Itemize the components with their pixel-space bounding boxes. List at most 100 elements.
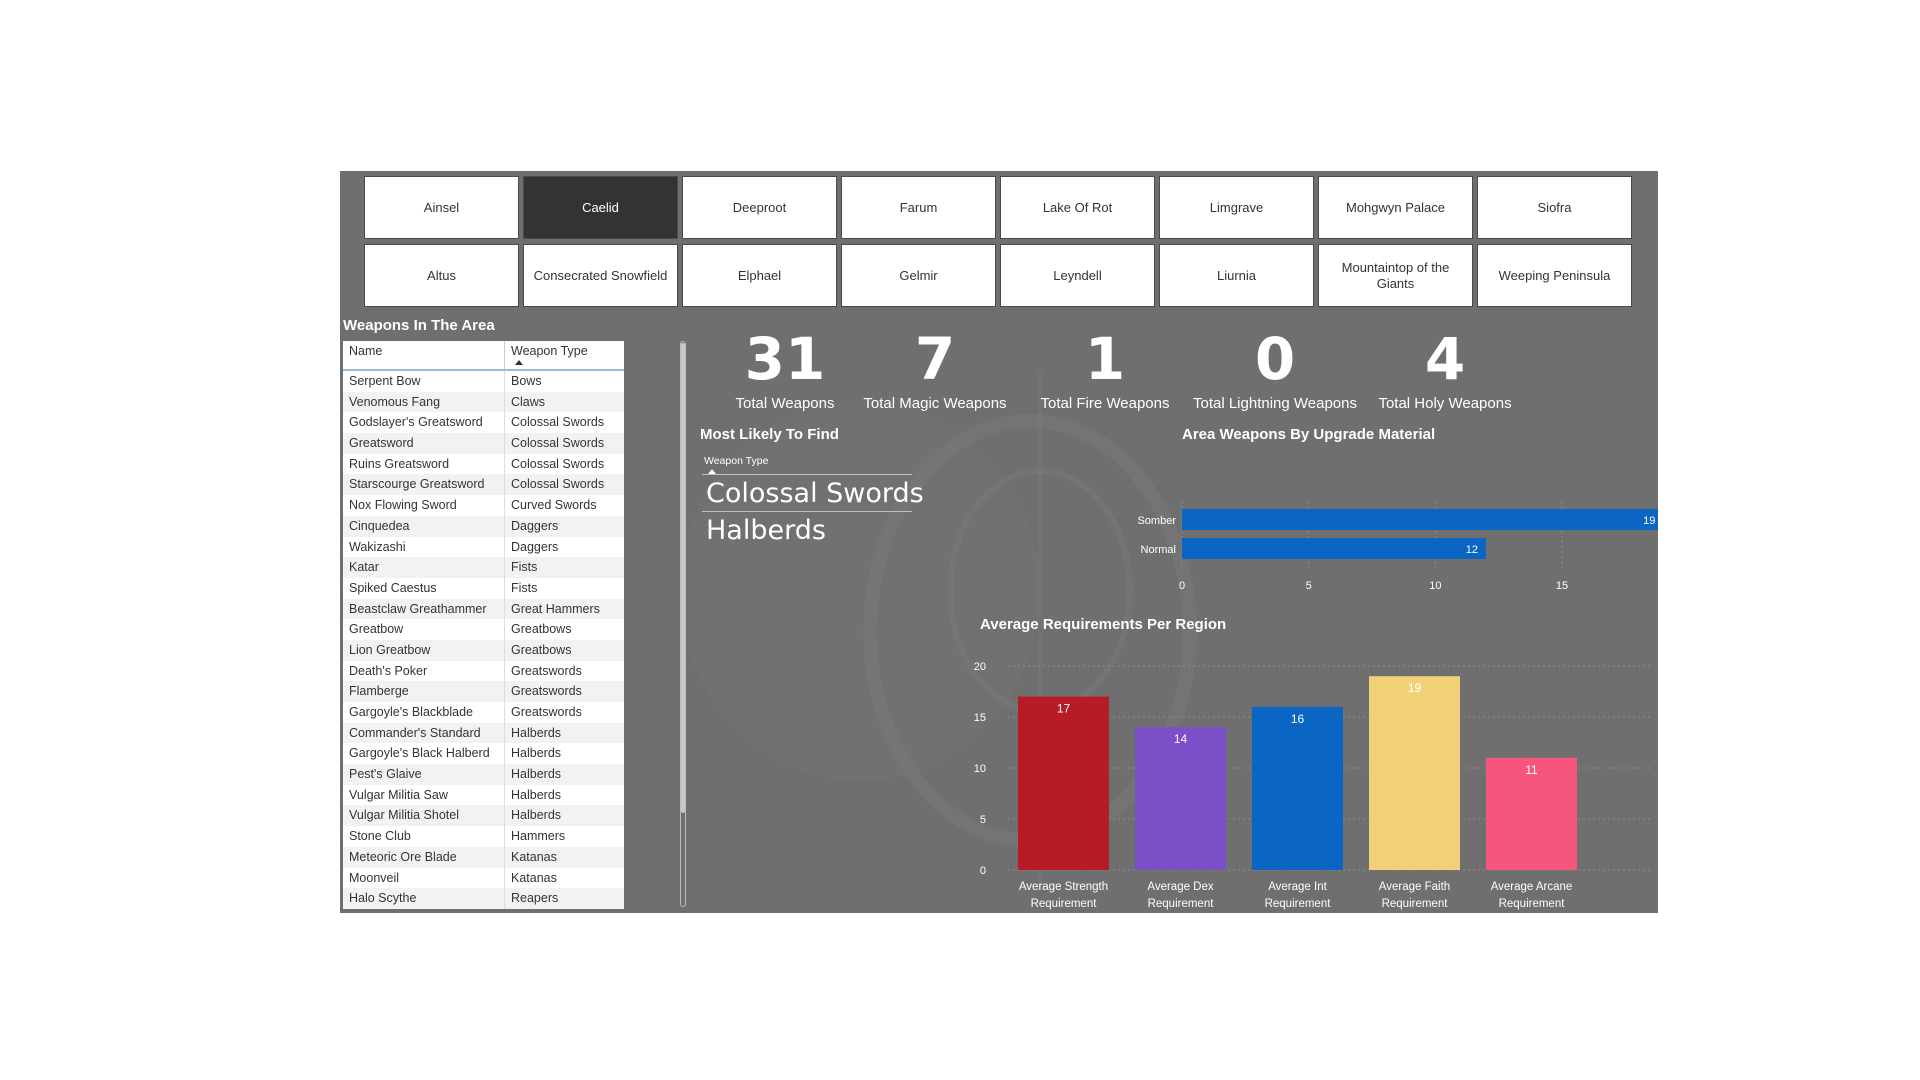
- region-button-weeping-peninsula[interactable]: Weeping Peninsula: [1477, 244, 1632, 307]
- cell-weapon-type: Hammers: [511, 829, 566, 844]
- cell-weapon-type: Reapers: [511, 891, 559, 906]
- region-button-altus[interactable]: Altus: [364, 244, 519, 307]
- region-button-farum[interactable]: Farum: [841, 176, 996, 239]
- most-likely-item[interactable]: Halberds: [706, 515, 826, 546]
- bar-average-int-requirement[interactable]: [1252, 706, 1343, 870]
- kpi-total-fire-weapons: 1 Total Fire Weapons: [1020, 329, 1190, 412]
- region-button-leyndell[interactable]: Leyndell: [1000, 244, 1155, 307]
- region-button-elphael[interactable]: Elphael: [682, 244, 837, 307]
- cell-weapon-type: Fists: [511, 560, 538, 575]
- cell-weapon-name: Vulgar Militia Saw: [343, 784, 505, 806]
- requirements-chart: 0 5 10 15 20 17 Average Strength Requirement 14 A…: [974, 661, 1652, 910]
- kpi-label: Total Lightning Weapons: [1192, 395, 1357, 412]
- cell-weapon-name: Katar: [343, 557, 505, 578]
- cell-weapon-name: Venomous Fang: [343, 391, 505, 413]
- cell-weapon-type: Daggers: [511, 518, 559, 533]
- region-button-mountaintop-of-the-giants[interactable]: Mountaintop of the Giants: [1318, 244, 1473, 307]
- table-row[interactable]: Vulgar Militia Saw Halberds: [343, 784, 624, 806]
- most-likely-item[interactable]: Colossal Swords: [706, 478, 924, 509]
- requirements-chart-title: Average Requirements Per Region: [980, 616, 1227, 633]
- table-row[interactable]: Starscourge Greatsword Colossal Swords: [343, 474, 624, 496]
- table-row[interactable]: Venomous Fang Claws: [343, 391, 624, 413]
- kpi-total-lightning-weapons: 0 Total Lightning Weapons: [1185, 329, 1365, 412]
- region-button-mohgwyn-palace[interactable]: Mohgwyn Palace: [1318, 176, 1473, 239]
- category-label: Somber: [1137, 515, 1176, 527]
- category-label: Average Arcane Requirement: [1491, 881, 1573, 910]
- region-button-lake-of-rot[interactable]: Lake Of Rot: [1000, 176, 1155, 239]
- table-row[interactable]: Ruins Greatsword Colossal Swords: [343, 453, 624, 475]
- table-row[interactable]: Pest's Glaive Halberds: [343, 764, 624, 785]
- data-label: 12: [1466, 544, 1478, 556]
- cell-weapon-type: Greatswords: [511, 663, 582, 678]
- cell-weapon-name: Beastclaw Greathammer: [343, 598, 505, 620]
- cell-weapon-type: Halberds: [511, 767, 562, 782]
- table-row[interactable]: Vulgar Militia Shotel Halberds: [343, 805, 624, 827]
- region-button-gelmir[interactable]: Gelmir: [841, 244, 996, 307]
- table-row[interactable]: Commander's Standard Halberds: [343, 722, 624, 744]
- cell-weapon-name: Stone Club: [343, 826, 505, 847]
- region-button-limgrave[interactable]: Limgrave: [1159, 176, 1314, 239]
- table-row[interactable]: Moonveil Katanas: [343, 867, 624, 889]
- table-row[interactable]: Gargoyle's Black Halberd Halberds: [343, 743, 624, 765]
- kpi-label: Total Magic Weapons: [863, 395, 1007, 412]
- scrollbar-thumb[interactable]: [681, 343, 685, 813]
- bar-somber[interactable]: [1182, 509, 1658, 530]
- cell-weapon-type: Halberds: [511, 787, 562, 802]
- column-header-name[interactable]: Name: [343, 341, 505, 369]
- table-row[interactable]: Beastclaw Greathammer Great Hammers: [343, 598, 624, 620]
- region-button-ainsel[interactable]: Ainsel: [364, 176, 519, 239]
- bar-average-dex-requirement[interactable]: [1135, 727, 1226, 870]
- data-label: 14: [1174, 732, 1188, 746]
- upgrade-material-chart: 0 5 10 15 Somber 19 Normal 12: [1137, 501, 1658, 592]
- table-row[interactable]: Nox Flowing Sword Curved Swords: [343, 495, 624, 516]
- most-likely-title: Most Likely To Find: [700, 426, 839, 443]
- table-row[interactable]: Stone Club Hammers: [343, 826, 624, 847]
- table-row[interactable]: Wakizashi Daggers: [343, 536, 624, 558]
- data-label: 11: [1525, 763, 1538, 777]
- bar-average-faith-requirement[interactable]: [1369, 676, 1460, 870]
- cell-weapon-type: Bows: [511, 374, 542, 388]
- kpi-label: Total Holy Weapons: [1378, 395, 1512, 412]
- region-button-caelid[interactable]: Caelid: [523, 176, 678, 239]
- cell-weapon-type: Colossal Swords: [511, 436, 605, 451]
- data-label: 16: [1291, 712, 1305, 726]
- table-row[interactable]: Serpent Bow Bows: [343, 371, 624, 392]
- table-row[interactable]: Lion Greatbow Greatbows: [343, 639, 624, 661]
- cell-weapon-name: Nox Flowing Sword: [343, 495, 505, 516]
- bar-average-strength-requirement[interactable]: [1018, 696, 1109, 870]
- table-row[interactable]: Spiked Caestus Fists: [343, 577, 624, 599]
- category-label: Average Dex Requirement: [1147, 881, 1214, 910]
- table-row[interactable]: Katar Fists: [343, 557, 624, 578]
- x-tick-label: 0: [1179, 580, 1185, 592]
- region-button-liurnia[interactable]: Liurnia: [1159, 244, 1314, 307]
- cell-weapon-name: Greatsword: [343, 433, 505, 454]
- weapons-table-title: Weapons In The Area: [343, 317, 495, 334]
- most-likely-column-header[interactable]: Weapon Type: [704, 455, 769, 467]
- table-row[interactable]: Godslayer's Greatsword Colossal Swords: [343, 412, 624, 434]
- category-label: Average Faith Requirement: [1379, 881, 1450, 910]
- table-row[interactable]: Death's Poker Greatswords: [343, 660, 624, 682]
- bar-average-arcane-requirement[interactable]: [1486, 757, 1577, 870]
- cell-weapon-name: Pest's Glaive: [343, 764, 505, 785]
- x-tick-label: 5: [1306, 580, 1312, 592]
- bar-normal[interactable]: [1182, 538, 1486, 559]
- table-row[interactable]: Greatsword Colossal Swords: [343, 433, 624, 454]
- kpi-total-magic-weapons: 7 Total Magic Weapons: [850, 329, 1020, 412]
- cell-weapon-name: Commander's Standard: [343, 722, 505, 744]
- region-button-deeproot[interactable]: Deeproot: [682, 176, 837, 239]
- table-row[interactable]: Cinquedea Daggers: [343, 515, 624, 537]
- cell-weapon-name: Greatbow: [343, 619, 505, 640]
- column-header-weapon-type[interactable]: Weapon Type: [511, 344, 588, 358]
- table-row[interactable]: Meteoric Ore Blade Katanas: [343, 846, 624, 868]
- table-row[interactable]: Halo Scythe Reapers: [343, 888, 624, 909]
- region-button-siofra[interactable]: Siofra: [1477, 176, 1632, 239]
- scrollbar-track[interactable]: [680, 341, 686, 907]
- table-row[interactable]: Flamberge Greatswords: [343, 681, 624, 702]
- cell-weapon-type: Greatswords: [511, 684, 582, 699]
- table-row[interactable]: Gargoyle's Blackblade Greatswords: [343, 702, 624, 723]
- kpi-value: 1: [1084, 325, 1126, 393]
- region-button-consecrated-snowfield[interactable]: Consecrated Snowfield: [523, 244, 678, 307]
- kpi-label: Total Weapons: [735, 395, 835, 412]
- data-label: 19: [1643, 515, 1655, 527]
- table-row[interactable]: Greatbow Greatbows: [343, 619, 624, 640]
